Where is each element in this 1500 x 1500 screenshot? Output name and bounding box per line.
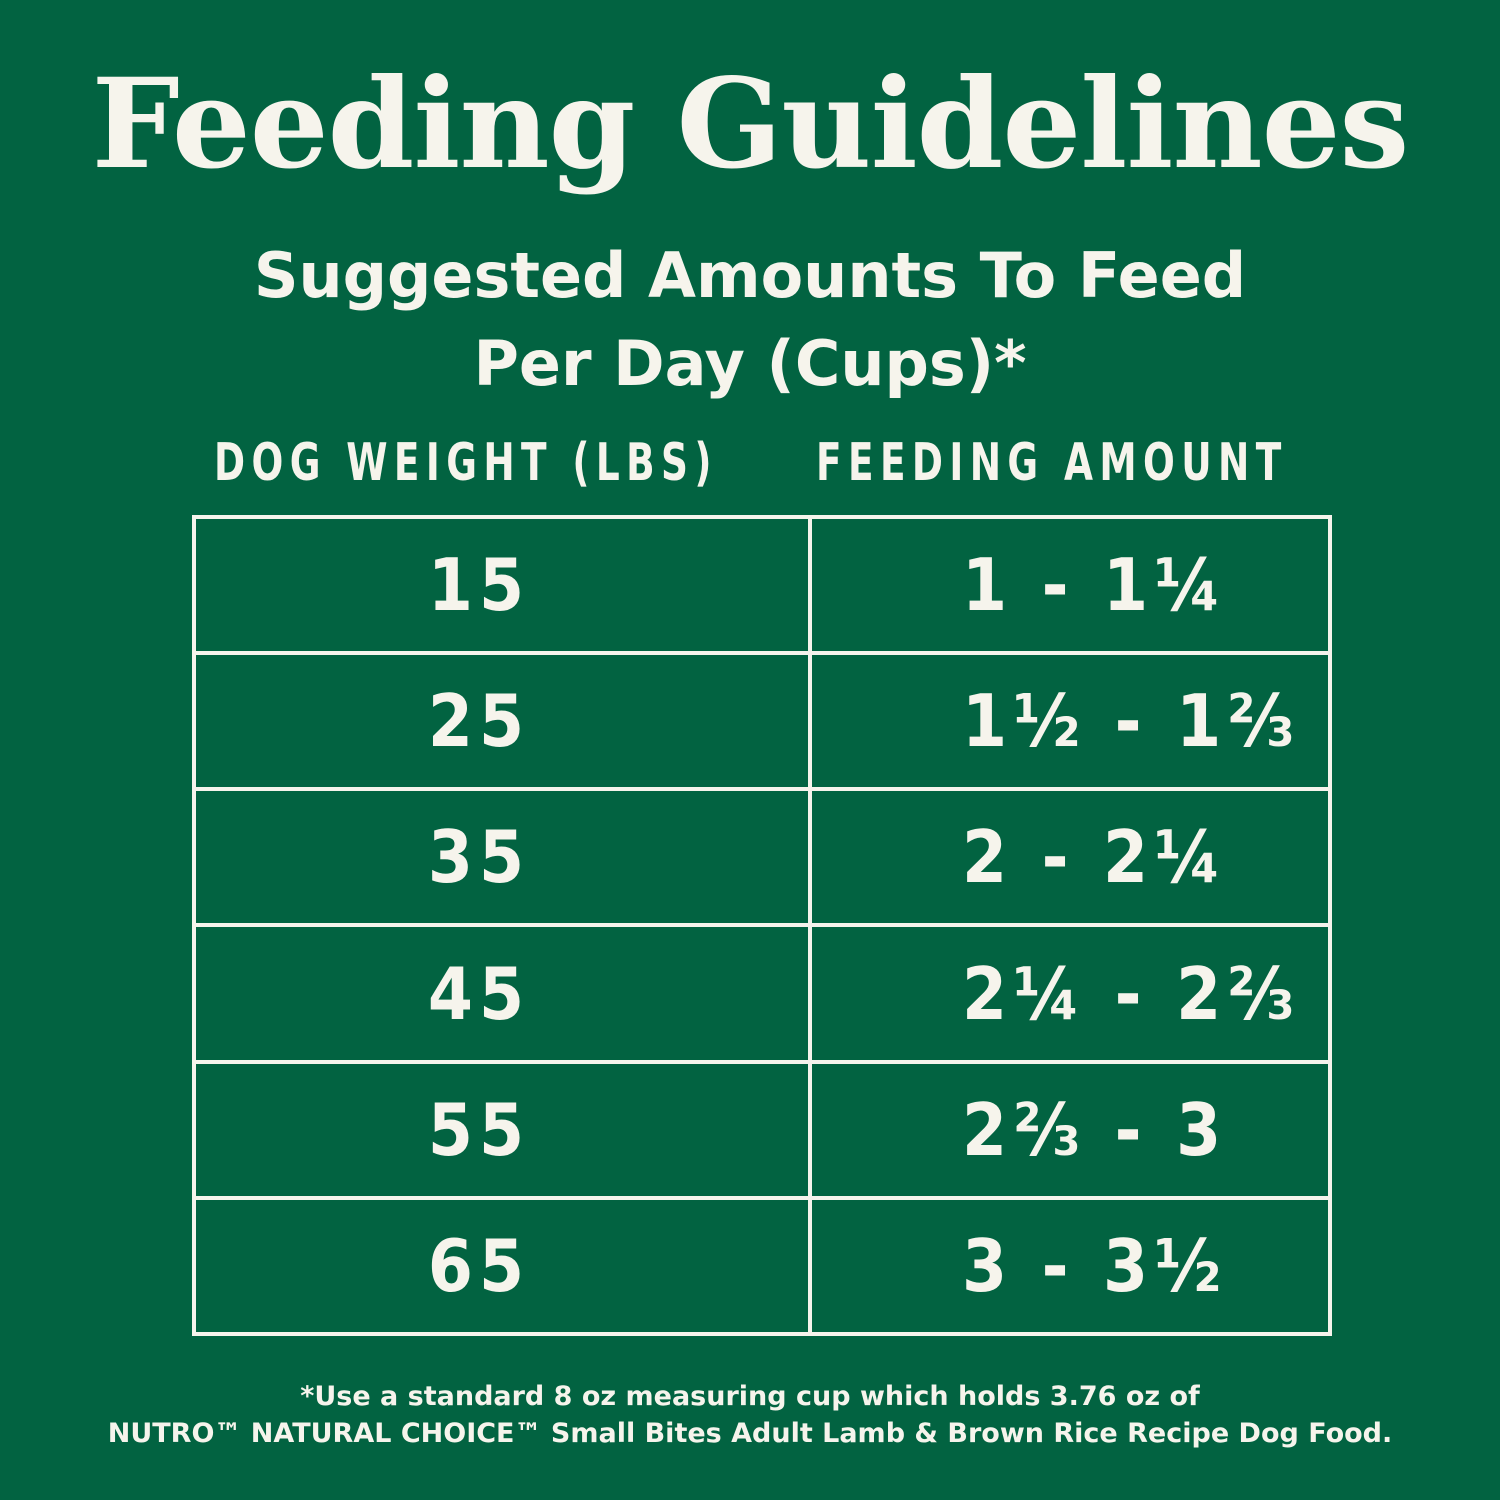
dog-weight-cell: 25 (192, 651, 812, 792)
dog-weight-cell: 55 (192, 1059, 812, 1200)
feeding-amount-cell: 2⅔ - 3 (808, 1059, 1332, 1200)
footnote-line-1: *Use a standard 8 oz measuring cup which… (300, 1381, 1200, 1412)
dog-weight-cell: 65 (192, 1195, 812, 1337)
footnote: *Use a standard 8 oz measuring cup which… (0, 1378, 1500, 1452)
feeding-amount-cell: 3 - 3½ (808, 1195, 1332, 1337)
feeding-table: 15 1 - 1¼ 25 1½ - 1⅔ 35 2 - 2¼ 45 2¼ - 2… (192, 514, 1332, 1337)
table-row: 35 2 - 2¼ (192, 787, 1332, 928)
feeding-amount-cell: 1½ - 1⅔ (808, 651, 1332, 792)
subtitle: Suggested Amounts To Feed Per Day (Cups)… (0, 232, 1500, 408)
feeding-amount-cell: 2¼ - 2⅔ (808, 923, 1332, 1064)
table-row: 15 1 - 1¼ (192, 514, 1332, 656)
dog-weight-cell: 45 (192, 923, 812, 1064)
footnote-line-2: NUTRO™ NATURAL CHOICE™ Small Bites Adult… (107, 1418, 1393, 1449)
table-row: 65 3 - 3½ (192, 1195, 1332, 1337)
column-header-dog-weight: DOG WEIGHT (LBS) (214, 433, 718, 493)
page-title: Feeding Guidelines (91, 52, 1410, 197)
column-header-feeding-amount: FEEDING AMOUNT (816, 433, 1288, 493)
dog-weight-cell: 15 (192, 514, 812, 656)
table-row: 45 2¼ - 2⅔ (192, 923, 1332, 1064)
subtitle-line-2: Per Day (Cups)* (473, 327, 1027, 400)
dog-weight-cell: 35 (192, 787, 812, 928)
feeding-amount-cell: 1 - 1¼ (808, 514, 1332, 656)
table-row: 25 1½ - 1⅔ (192, 651, 1332, 792)
subtitle-line-1: Suggested Amounts To Feed (253, 239, 1247, 312)
table-row: 55 2⅔ - 3 (192, 1059, 1332, 1200)
feeding-amount-cell: 2 - 2¼ (808, 787, 1332, 928)
